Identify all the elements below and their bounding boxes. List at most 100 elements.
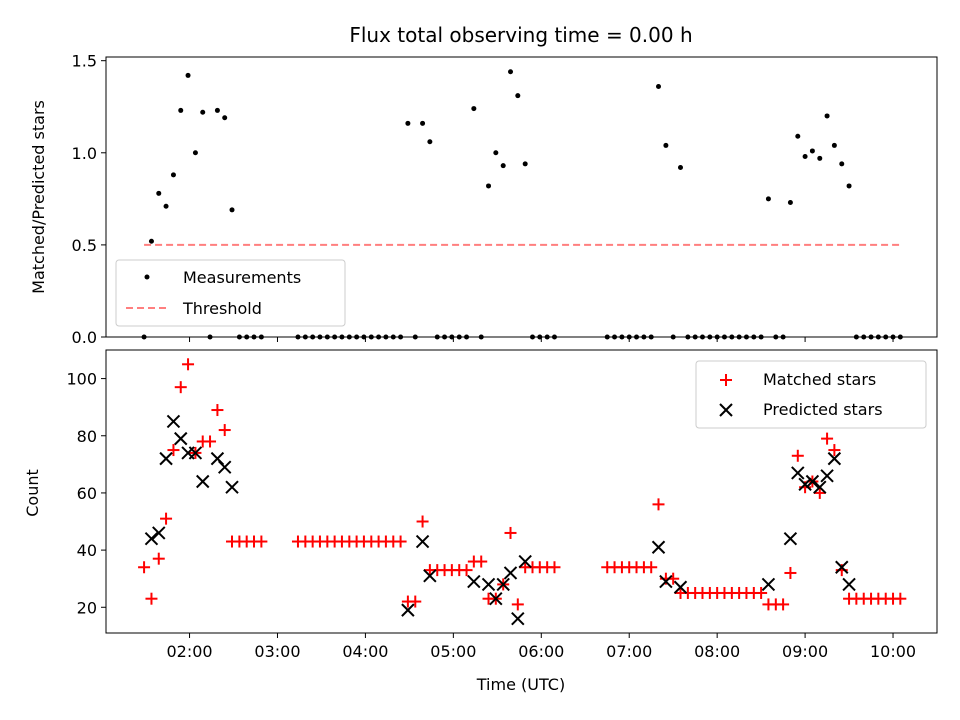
- matched-star-point: [145, 592, 158, 605]
- measurement-point: [831, 142, 837, 148]
- x-tick-label: 03:00: [254, 642, 300, 661]
- predicted-star-point: [798, 477, 812, 492]
- predicted-star-point: [503, 566, 518, 580]
- bottom-y-axis-label: Count: [23, 469, 42, 517]
- predicted-star-point: [481, 577, 496, 592]
- top-y-tick-label: 0.0: [72, 328, 97, 347]
- predicted-star-point: [651, 540, 666, 554]
- predicted-star-point: [152, 526, 166, 540]
- chart-title: Flux total observing time = 0.00 h: [349, 23, 692, 47]
- legend-label-measurements: Measurements: [183, 268, 301, 287]
- measurement-point: [677, 165, 683, 171]
- bottom-y-tick-label: 100: [66, 370, 97, 389]
- measurement-point: [839, 161, 845, 167]
- matched-star-point: [511, 598, 524, 611]
- x-tick-label: 04:00: [342, 642, 388, 661]
- bottom-x-ticks: 02:00 03:00 04:00 05:00 06:00 07:00 08:00 09:00…: [166, 633, 916, 661]
- top-y-tick-label: 0.5: [72, 236, 97, 255]
- measurement-point: [427, 139, 433, 145]
- x-axis-label: Time (UTC): [476, 675, 565, 694]
- predicted-star-point: [196, 474, 210, 489]
- legend-marker-measurements: [144, 274, 150, 280]
- predicted-star-point: [489, 591, 503, 606]
- matched-star-point: [777, 598, 790, 611]
- legend-label-predicted: Predicted stars: [763, 400, 883, 419]
- measurement-point: [163, 203, 169, 209]
- legend-label-threshold: Threshold: [182, 299, 262, 318]
- matched-star-point: [548, 561, 561, 574]
- top-y-tick-label: 1.0: [72, 144, 97, 163]
- x-tick-label: 05:00: [430, 642, 476, 661]
- matched-star-point: [475, 555, 488, 568]
- matched-star-point: [182, 358, 195, 371]
- predicted-star-point: [842, 577, 856, 592]
- matched-star-point: [813, 486, 826, 499]
- measurement-point: [156, 190, 162, 196]
- measurement-point: [795, 133, 801, 139]
- predicted-star-point: [761, 577, 776, 592]
- measurement-point: [214, 107, 220, 113]
- predicted-star-point: [496, 577, 510, 592]
- measurement-point: [809, 148, 815, 154]
- top-axes-frame: [105, 56, 938, 338]
- matched-star-point: [211, 404, 224, 417]
- legend-label-matched: Matched stars: [763, 370, 876, 389]
- matched-star-point: [460, 564, 473, 577]
- measurement-point: [522, 161, 528, 167]
- bottom-axes-frame: [105, 349, 938, 634]
- matched-star-point: [218, 424, 231, 437]
- measurement-point: [765, 196, 771, 202]
- predicted-star-point: [401, 603, 415, 617]
- measurement-point: [493, 150, 499, 156]
- bottom-plot-area: [138, 358, 907, 626]
- x-tick-label: 02:00: [166, 642, 212, 661]
- top-legend-box: [115, 259, 346, 327]
- measurement-point: [508, 69, 514, 75]
- matched-star-point: [394, 535, 407, 548]
- predicted-star-point: [805, 474, 820, 489]
- predicted-star-point: [813, 480, 827, 494]
- legend-marker-predicted: [719, 403, 733, 417]
- measurement-point: [471, 106, 477, 112]
- measurement-point: [222, 115, 228, 121]
- x-tick-label: 09:00: [782, 642, 828, 661]
- measurement-point: [515, 93, 521, 99]
- bottom-y-tick-label: 80: [77, 427, 97, 446]
- measurement-point: [787, 200, 793, 206]
- measurement-point: [170, 172, 176, 178]
- predicted-star-point: [415, 534, 430, 549]
- predicted-star-point: [218, 460, 232, 474]
- matched-star-point: [791, 449, 804, 462]
- legend-marker-matched: [720, 374, 732, 386]
- x-tick-label: 10:00: [870, 642, 916, 661]
- measurement-point: [802, 153, 808, 159]
- measurement-point: [420, 120, 426, 126]
- matched-star-point: [821, 432, 834, 445]
- predicted-star-point: [423, 569, 437, 583]
- predicted-star-point: [783, 531, 798, 546]
- predicted-star-point: [174, 431, 188, 446]
- matched-star-point: [167, 444, 180, 457]
- matched-star-point: [645, 561, 658, 574]
- matched-star-point: [828, 444, 841, 457]
- bottom-y-tick-label: 60: [77, 484, 97, 503]
- measurement-point: [185, 72, 191, 78]
- x-tick-label: 06:00: [518, 642, 564, 661]
- predicted-star-point: [820, 469, 834, 483]
- top-legend: Measurements Threshold: [115, 259, 346, 327]
- predicted-star-point: [673, 580, 688, 594]
- top-y-tick-label: 1.5: [72, 52, 97, 71]
- matched-star-point: [652, 498, 665, 511]
- bottom-legend-box: [695, 360, 927, 429]
- measurement-point: [486, 183, 492, 189]
- measurement-point: [500, 163, 506, 169]
- top-y-axis-label: Matched/Predicted stars: [29, 100, 48, 294]
- bottom-y-tick-label: 40: [77, 541, 97, 560]
- measurement-point: [192, 150, 198, 156]
- predicted-star-point: [791, 466, 805, 480]
- predicted-star-point: [166, 414, 181, 429]
- matched-star-point: [255, 535, 268, 548]
- measurement-point: [178, 107, 184, 113]
